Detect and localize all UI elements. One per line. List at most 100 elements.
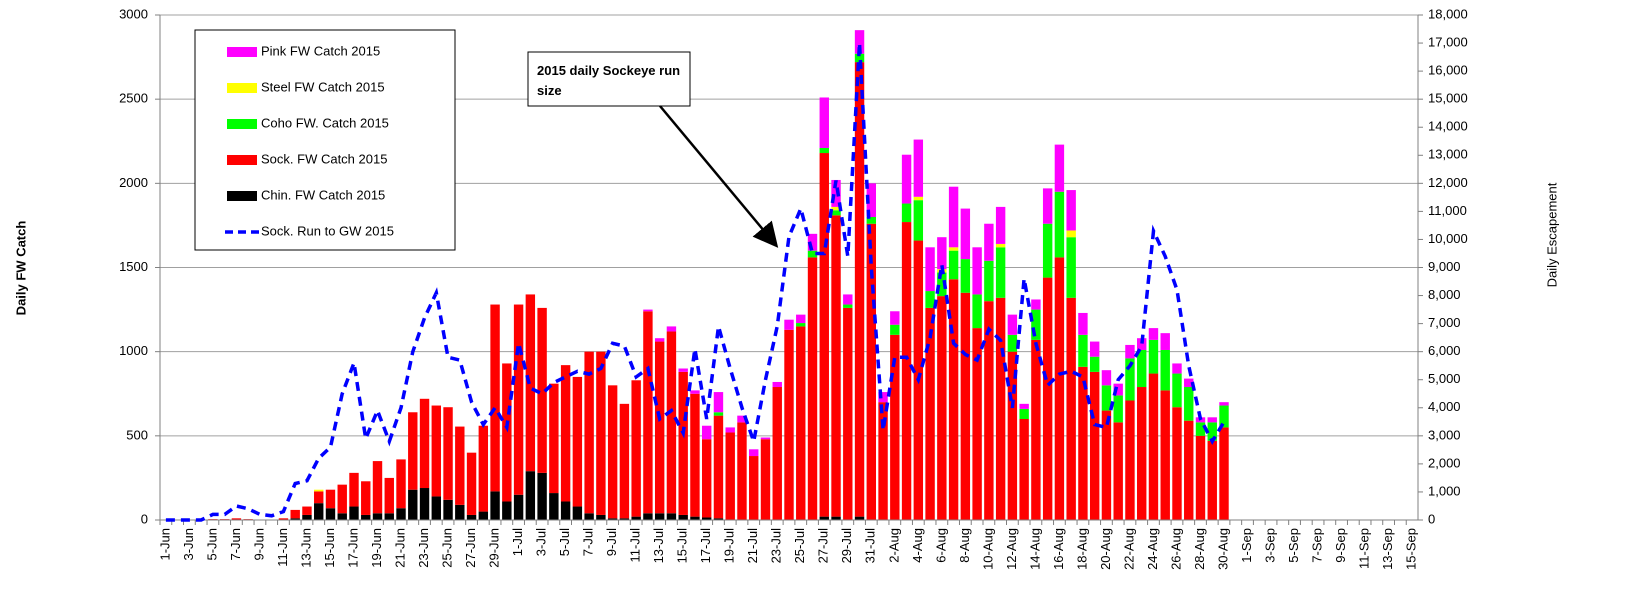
bar-segment	[396, 459, 406, 509]
x-tick-label: 8-Aug	[957, 528, 972, 563]
bar-segment	[866, 183, 877, 217]
y-axis-label: Daily FW Catch	[13, 221, 28, 316]
bar-segment	[1184, 387, 1194, 421]
bar-segment	[854, 516, 865, 520]
bar-segment	[960, 208, 971, 260]
bar-segment	[337, 484, 347, 514]
bar-segment	[431, 405, 441, 497]
x-tick-label: 21-Jun	[392, 528, 407, 568]
bar-segment	[1113, 395, 1123, 423]
bar-segment	[713, 412, 724, 416]
x-tick-label: 26-Aug	[1168, 528, 1183, 570]
bar-segment	[560, 365, 571, 502]
bar-segment	[1137, 338, 1147, 350]
bar-segment	[1066, 190, 1076, 231]
bar-segment	[431, 496, 441, 520]
x-tick-label: 4-Aug	[910, 528, 925, 563]
x-tick-label: 16-Aug	[1051, 528, 1066, 570]
bar-segment	[937, 272, 947, 297]
bar-segment	[455, 504, 465, 520]
bar-segment	[290, 518, 300, 520]
bar-segment	[831, 516, 841, 520]
x-tick-label: 7-Sep	[1310, 528, 1325, 563]
legend-swatch	[227, 47, 257, 57]
y2-tick-label: 10,000	[1428, 231, 1468, 246]
bar-segment	[1066, 237, 1076, 298]
bar-segment	[1019, 419, 1029, 520]
bar-segment	[1066, 230, 1076, 238]
bar-segment	[796, 326, 806, 520]
bar-segment	[549, 383, 559, 494]
bar-segment	[643, 311, 653, 514]
bar-segment	[1148, 373, 1159, 520]
x-tick-label: 7-Jul	[581, 528, 596, 556]
bar-segment	[819, 153, 829, 517]
x-tick-label: 25-Jun	[439, 528, 454, 568]
bar-segment	[361, 481, 371, 515]
bar-segment	[901, 222, 912, 521]
y-tick-label: 1500	[119, 259, 148, 274]
bar-segment	[1054, 257, 1065, 520]
bar-segment	[631, 516, 641, 520]
x-tick-label: 13-Jul	[651, 528, 666, 564]
bar-segment	[890, 311, 900, 325]
bar-segment	[948, 186, 959, 248]
annotation-text: 2015 daily Sockeye run size	[537, 63, 680, 98]
x-tick-label: 9-Sep	[1333, 528, 1348, 563]
x-tick-label: 1-Sep	[1239, 528, 1254, 563]
bar-segment	[596, 351, 606, 515]
bar-segment	[796, 323, 806, 327]
bar-segment	[513, 494, 524, 520]
bar-segment	[1042, 188, 1053, 224]
bar-segment	[866, 223, 877, 520]
bar-segment	[1089, 371, 1100, 520]
bar-segment	[819, 516, 829, 520]
bar-segment	[807, 233, 818, 251]
bar-segment	[349, 506, 359, 520]
bar-segment	[913, 139, 924, 197]
bar-segment	[1066, 297, 1076, 520]
bar-segment	[1184, 420, 1194, 520]
bar-segment	[666, 513, 677, 520]
x-tick-label: 20-Aug	[1098, 528, 1113, 570]
bar-segment	[349, 472, 359, 507]
x-tick-label: 6-Aug	[933, 528, 948, 563]
bar-segment	[1219, 402, 1229, 406]
x-tick-label: 29-Jul	[839, 528, 854, 564]
bar-segment	[925, 291, 935, 308]
bar-segment	[678, 368, 688, 372]
bar-segment	[325, 508, 336, 520]
bar-segment	[819, 97, 829, 148]
y2-tick-label: 1,000	[1428, 483, 1461, 498]
x-tick-label: 7-Jun	[228, 528, 243, 561]
bar-segment	[1172, 373, 1182, 408]
bar-segment	[678, 371, 688, 515]
bar-segment	[560, 501, 571, 520]
x-tick-label: 11-Jul	[628, 528, 643, 563]
bar-segment	[1125, 344, 1135, 359]
bar-segment	[537, 307, 547, 473]
bar-segment	[666, 331, 677, 514]
x-tick-label: 23-Jul	[769, 528, 784, 564]
bar-segment	[314, 503, 324, 520]
bar-segment	[760, 437, 771, 440]
bar-segment	[1148, 328, 1159, 340]
x-tick-label: 3-Jun	[181, 528, 196, 561]
bar-segment	[455, 426, 465, 505]
bar-segment	[619, 518, 630, 520]
y2-tick-label: 4,000	[1428, 399, 1461, 414]
bar-segment	[995, 297, 1006, 520]
bar-segment	[372, 461, 383, 514]
y2-tick-label: 5,000	[1428, 371, 1461, 386]
bar-segment	[1042, 277, 1053, 520]
y2-axis-label: Daily Escapement	[1544, 182, 1559, 287]
bar-segment	[1101, 385, 1112, 411]
x-tick-label: 24-Aug	[1145, 528, 1160, 570]
bar-segment	[654, 338, 665, 342]
bar-segment	[1113, 383, 1123, 396]
y2-tick-label: 3,000	[1428, 427, 1461, 442]
bar-segment	[1219, 405, 1229, 428]
bar-segment	[690, 516, 700, 520]
bar-segment	[572, 376, 583, 507]
